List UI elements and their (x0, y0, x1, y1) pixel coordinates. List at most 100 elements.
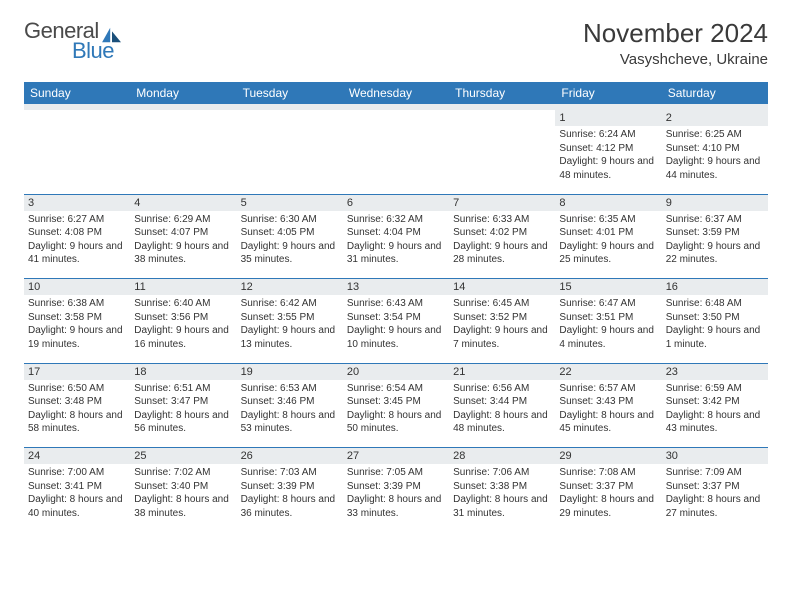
day-details: Sunrise: 6:24 AMSunset: 4:12 PMDaylight:… (555, 126, 661, 184)
daylight-text: Daylight: 9 hours and 25 minutes. (559, 240, 657, 267)
sunrise-text: Sunrise: 6:25 AM (666, 128, 764, 142)
logo-text-blue: Blue (72, 38, 114, 64)
daylight-text: Daylight: 8 hours and 27 minutes. (666, 493, 764, 520)
day-details: Sunrise: 6:35 AMSunset: 4:01 PMDaylight:… (555, 211, 661, 269)
sunset-text: Sunset: 3:44 PM (453, 395, 551, 409)
daylight-text: Daylight: 8 hours and 29 minutes. (559, 493, 657, 520)
sunset-text: Sunset: 3:37 PM (666, 480, 764, 494)
sunrise-text: Sunrise: 6:24 AM (559, 128, 657, 142)
daylight-text: Daylight: 8 hours and 40 minutes. (28, 493, 126, 520)
daylight-text: Daylight: 9 hours and 48 minutes. (559, 155, 657, 182)
daylight-text: Daylight: 8 hours and 38 minutes. (134, 493, 232, 520)
day-details: Sunrise: 6:42 AMSunset: 3:55 PMDaylight:… (237, 295, 343, 353)
day-number: 3 (24, 195, 130, 211)
day-details: Sunrise: 6:57 AMSunset: 3:43 PMDaylight:… (555, 380, 661, 438)
sunrise-text: Sunrise: 6:50 AM (28, 382, 126, 396)
daylight-text: Daylight: 9 hours and 41 minutes. (28, 240, 126, 267)
day-number: 26 (237, 448, 343, 464)
daylight-text: Daylight: 9 hours and 22 minutes. (666, 240, 764, 267)
day-header: Tuesday (237, 82, 343, 104)
sunrise-text: Sunrise: 6:40 AM (134, 297, 232, 311)
daylight-text: Daylight: 9 hours and 1 minute. (666, 324, 764, 351)
sunset-text: Sunset: 4:10 PM (666, 142, 764, 156)
day-details: Sunrise: 6:47 AMSunset: 3:51 PMDaylight:… (555, 295, 661, 353)
day-details: Sunrise: 7:05 AMSunset: 3:39 PMDaylight:… (343, 464, 449, 522)
day-header: Wednesday (343, 82, 449, 104)
calendar-cell: 30Sunrise: 7:09 AMSunset: 3:37 PMDayligh… (662, 448, 768, 532)
calendar-cell (343, 110, 449, 194)
sunrise-text: Sunrise: 6:56 AM (453, 382, 551, 396)
sunrise-text: Sunrise: 6:27 AM (28, 213, 126, 227)
sunset-text: Sunset: 4:07 PM (134, 226, 232, 240)
header-right: November 2024 Vasyshcheve, Ukraine (583, 18, 768, 68)
day-number: 4 (130, 195, 236, 211)
calendar-cell (449, 110, 555, 194)
sunrise-text: Sunrise: 6:35 AM (559, 213, 657, 227)
calendar-cell: 5Sunrise: 6:30 AMSunset: 4:05 PMDaylight… (237, 195, 343, 279)
day-number: 5 (237, 195, 343, 211)
logo: General Blue (24, 18, 123, 64)
day-header: Monday (130, 82, 236, 104)
daylight-text: Daylight: 9 hours and 35 minutes. (241, 240, 339, 267)
day-number: 22 (555, 364, 661, 380)
day-number: 12 (237, 279, 343, 295)
day-details: Sunrise: 6:38 AMSunset: 3:58 PMDaylight:… (24, 295, 130, 353)
daylight-text: Daylight: 8 hours and 58 minutes. (28, 409, 126, 436)
calendar-week-row: 10Sunrise: 6:38 AMSunset: 3:58 PMDayligh… (24, 279, 768, 363)
daylight-text: Daylight: 8 hours and 45 minutes. (559, 409, 657, 436)
sunset-text: Sunset: 3:50 PM (666, 311, 764, 325)
sunset-text: Sunset: 3:46 PM (241, 395, 339, 409)
day-details: Sunrise: 6:37 AMSunset: 3:59 PMDaylight:… (662, 211, 768, 269)
day-details: Sunrise: 6:54 AMSunset: 3:45 PMDaylight:… (343, 380, 449, 438)
sunrise-text: Sunrise: 6:32 AM (347, 213, 445, 227)
day-number: 15 (555, 279, 661, 295)
calendar-cell: 25Sunrise: 7:02 AMSunset: 3:40 PMDayligh… (130, 448, 236, 532)
day-details: Sunrise: 6:33 AMSunset: 4:02 PMDaylight:… (449, 211, 555, 269)
sunrise-text: Sunrise: 6:53 AM (241, 382, 339, 396)
daylight-text: Daylight: 8 hours and 31 minutes. (453, 493, 551, 520)
day-number: 20 (343, 364, 449, 380)
daylight-text: Daylight: 8 hours and 36 minutes. (241, 493, 339, 520)
day-details: Sunrise: 6:59 AMSunset: 3:42 PMDaylight:… (662, 380, 768, 438)
sunset-text: Sunset: 3:39 PM (241, 480, 339, 494)
day-details: Sunrise: 6:50 AMSunset: 3:48 PMDaylight:… (24, 380, 130, 438)
day-details: Sunrise: 6:30 AMSunset: 4:05 PMDaylight:… (237, 211, 343, 269)
day-details: Sunrise: 6:43 AMSunset: 3:54 PMDaylight:… (343, 295, 449, 353)
calendar-cell: 10Sunrise: 6:38 AMSunset: 3:58 PMDayligh… (24, 279, 130, 363)
calendar-header-row: SundayMondayTuesdayWednesdayThursdayFrid… (24, 82, 768, 104)
sunrise-text: Sunrise: 6:57 AM (559, 382, 657, 396)
header: General Blue November 2024 Vasyshcheve, … (24, 18, 768, 68)
sunset-text: Sunset: 4:04 PM (347, 226, 445, 240)
calendar-cell: 6Sunrise: 6:32 AMSunset: 4:04 PMDaylight… (343, 195, 449, 279)
day-details: Sunrise: 7:02 AMSunset: 3:40 PMDaylight:… (130, 464, 236, 522)
calendar-cell (237, 110, 343, 194)
sunrise-text: Sunrise: 6:37 AM (666, 213, 764, 227)
day-details: Sunrise: 6:45 AMSunset: 3:52 PMDaylight:… (449, 295, 555, 353)
day-number: 23 (662, 364, 768, 380)
calendar-cell: 15Sunrise: 6:47 AMSunset: 3:51 PMDayligh… (555, 279, 661, 363)
daylight-text: Daylight: 9 hours and 13 minutes. (241, 324, 339, 351)
sunset-text: Sunset: 3:51 PM (559, 311, 657, 325)
sunset-text: Sunset: 3:58 PM (28, 311, 126, 325)
sunset-text: Sunset: 3:37 PM (559, 480, 657, 494)
day-number: 8 (555, 195, 661, 211)
calendar-week-row: 3Sunrise: 6:27 AMSunset: 4:08 PMDaylight… (24, 195, 768, 279)
calendar-cell: 8Sunrise: 6:35 AMSunset: 4:01 PMDaylight… (555, 195, 661, 279)
day-number: 14 (449, 279, 555, 295)
daylight-text: Daylight: 9 hours and 16 minutes. (134, 324, 232, 351)
calendar-week-row: 1Sunrise: 6:24 AMSunset: 4:12 PMDaylight… (24, 110, 768, 194)
sunrise-text: Sunrise: 7:06 AM (453, 466, 551, 480)
calendar-week-row: 24Sunrise: 7:00 AMSunset: 3:41 PMDayligh… (24, 448, 768, 532)
sunrise-text: Sunrise: 6:59 AM (666, 382, 764, 396)
sunrise-text: Sunrise: 6:43 AM (347, 297, 445, 311)
sunrise-text: Sunrise: 7:05 AM (347, 466, 445, 480)
calendar-cell: 21Sunrise: 6:56 AMSunset: 3:44 PMDayligh… (449, 364, 555, 448)
calendar-table: SundayMondayTuesdayWednesdayThursdayFrid… (24, 82, 768, 532)
day-number: 11 (130, 279, 236, 295)
calendar-cell: 11Sunrise: 6:40 AMSunset: 3:56 PMDayligh… (130, 279, 236, 363)
calendar-cell: 29Sunrise: 7:08 AMSunset: 3:37 PMDayligh… (555, 448, 661, 532)
sunrise-text: Sunrise: 6:47 AM (559, 297, 657, 311)
daylight-text: Daylight: 8 hours and 53 minutes. (241, 409, 339, 436)
day-number: 17 (24, 364, 130, 380)
sunrise-text: Sunrise: 7:08 AM (559, 466, 657, 480)
